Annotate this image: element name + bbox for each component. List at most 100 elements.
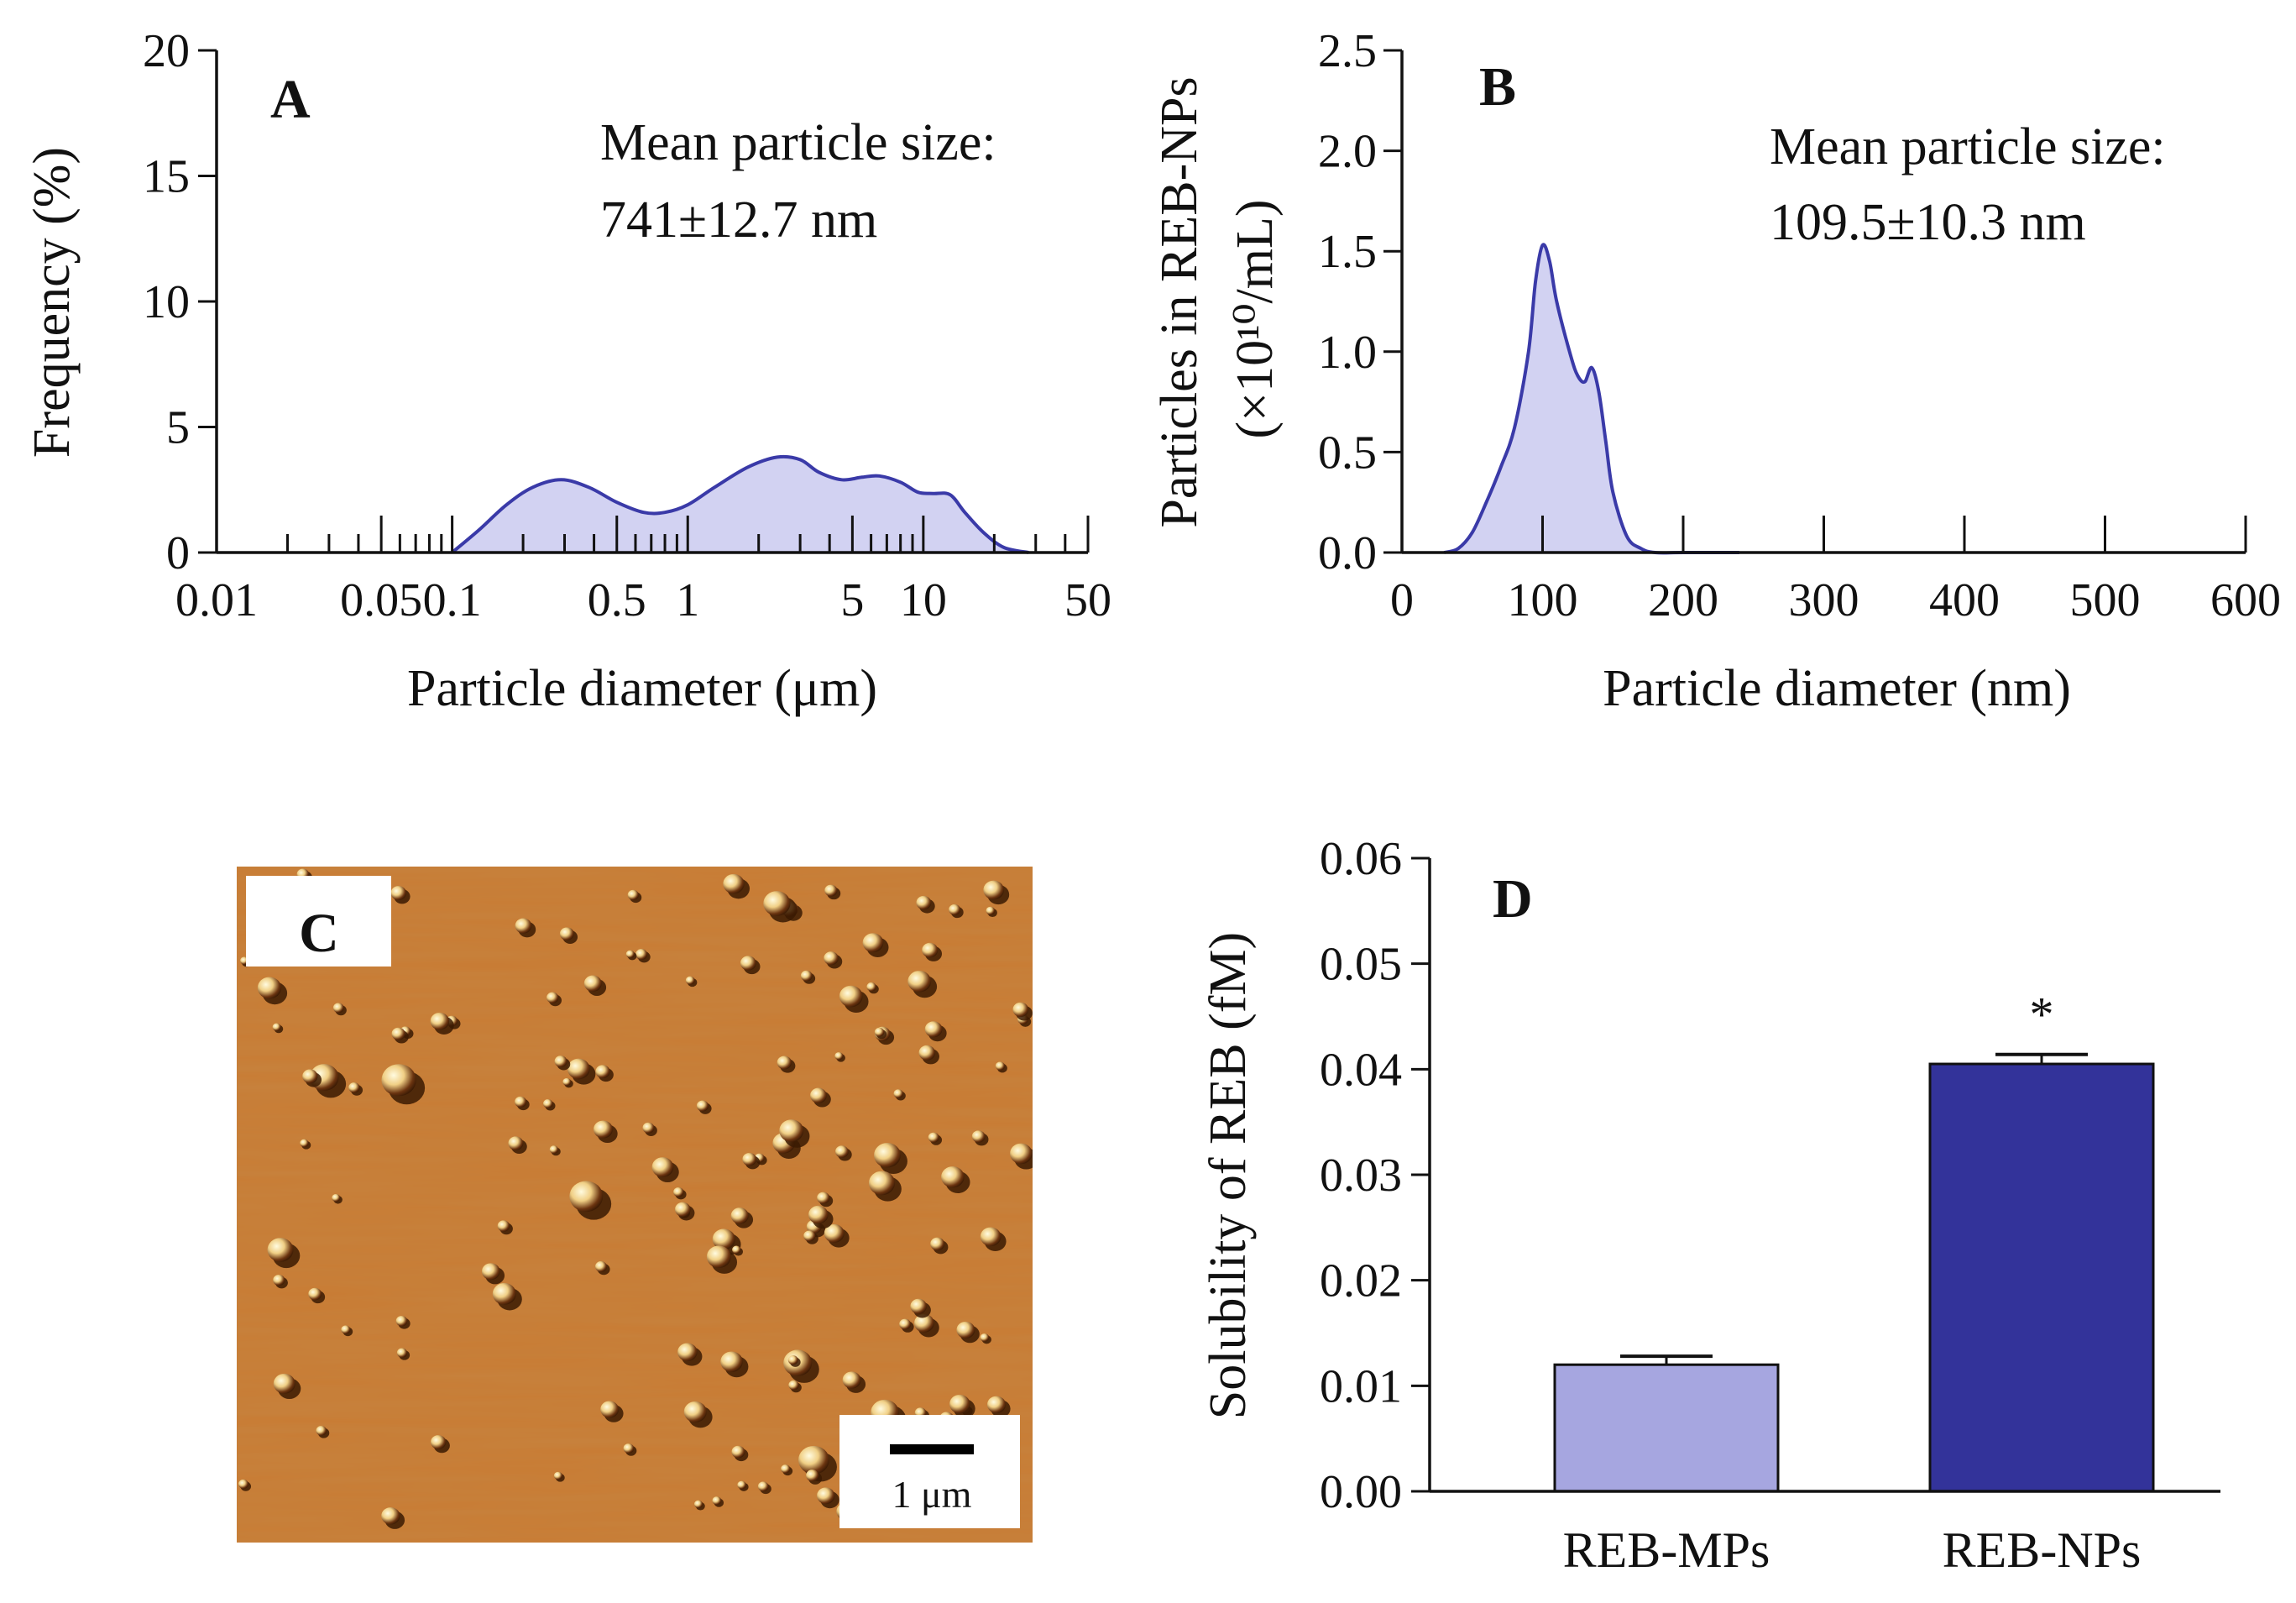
panel-a-letter: A <box>270 69 311 130</box>
afm-particle <box>238 1479 249 1489</box>
afm-particle <box>381 1507 400 1525</box>
afm-particle <box>685 976 695 985</box>
afm-particle <box>712 1228 735 1250</box>
afm-particle <box>732 1245 741 1255</box>
afm-particle <box>980 1227 1002 1247</box>
afm-particle <box>547 992 559 1003</box>
afm-particle <box>737 1480 746 1490</box>
afm-particle <box>907 970 932 993</box>
afm-particle <box>693 1500 703 1509</box>
afm-particle <box>866 982 876 992</box>
afm-particle <box>874 1143 901 1168</box>
afm-particle <box>593 1120 613 1139</box>
afm-particle <box>332 1193 341 1202</box>
afm-particle <box>731 1445 745 1459</box>
afm-particle <box>941 1166 965 1188</box>
afm-particle <box>395 1315 408 1327</box>
panel-d-letter: D <box>1493 868 1533 930</box>
panel-c-letter-box <box>246 876 391 967</box>
category-label: REB-MPs <box>1563 1522 1770 1578</box>
afm-particle <box>913 1313 934 1333</box>
afm-particle <box>986 906 996 915</box>
afm-particle <box>627 889 639 900</box>
afm-particle <box>868 1171 896 1196</box>
panel-d-y-tick-label: 0.03 <box>1320 1150 1402 1202</box>
panel-a-y-tick-label: 10 <box>143 276 190 328</box>
panel-b-y-tick-label: 1.5 <box>1318 226 1377 278</box>
panel-a-y-tick-label: 15 <box>143 151 190 203</box>
afm-particle <box>554 1056 567 1067</box>
afm-particle <box>874 1027 885 1037</box>
panel-d-bars: * <box>1553 987 2155 1493</box>
afm-particle <box>332 1003 344 1014</box>
bar-reb-mps <box>1553 1363 1780 1493</box>
afm-particle <box>390 886 406 900</box>
afm-particle <box>779 1119 804 1142</box>
afm-particle <box>651 1157 674 1177</box>
panel-a-x-tick-label: 0.01 <box>175 574 258 626</box>
afm-particle <box>569 1181 604 1213</box>
panel-d-category-labels: REB-MPs REB-NPs <box>1563 1522 2142 1578</box>
afm-particle <box>553 1471 563 1480</box>
panel-b-area-outline <box>1443 243 1739 555</box>
panel-b-y-tick-label: 0.0 <box>1318 527 1377 579</box>
afm-particle <box>595 1065 610 1079</box>
afm-particle <box>986 1396 1007 1413</box>
panel-a-x-tick-label: 0.05 <box>340 574 422 626</box>
panel-d-y-tick-label: 0.01 <box>1320 1360 1402 1412</box>
afm-particle <box>381 1064 416 1097</box>
afm-particle <box>824 884 838 897</box>
panel-a-x-tick-label: 0.1 <box>423 574 482 626</box>
afm-particle <box>980 1333 990 1342</box>
afm-particle <box>481 1263 500 1281</box>
panel-a-x-tick-label: 5 <box>840 574 864 626</box>
afm-particle <box>922 942 939 958</box>
panel-b-x-tick-label: 600 <box>2210 574 2281 626</box>
panel-b-area-fill <box>1444 244 1739 553</box>
panel-b-annotation-line1: Mean particle size: <box>1770 118 2166 175</box>
scale-bar-box <box>839 1415 1020 1528</box>
afm-particle <box>673 1187 684 1197</box>
panel-c-letter: C <box>299 903 339 964</box>
afm-particle <box>696 1100 709 1112</box>
afm-particle <box>267 1238 294 1262</box>
panel-d-solubility-bar-chart: * 0.000.010.020.030.040.050.06 REB-MPs RE… <box>1200 833 2220 1578</box>
afm-particle <box>723 873 745 894</box>
afm-particle <box>757 1481 769 1492</box>
panel-b-y-tick-label: 0.5 <box>1318 427 1377 479</box>
afm-particle <box>430 1012 450 1030</box>
afm-particle <box>712 1496 722 1506</box>
panel-b-x-tick-label: 300 <box>1789 574 1859 626</box>
afm-particle <box>542 1099 553 1108</box>
panel-b-x-axis-title: Particle diameter (nm) <box>1603 660 2071 717</box>
panel-b-letter: B <box>1479 56 1516 118</box>
afm-particle <box>788 1380 799 1391</box>
afm-particle <box>956 1321 975 1338</box>
afm-particle <box>834 1145 849 1158</box>
afm-particle <box>348 1082 360 1093</box>
afm-particle <box>677 1343 698 1361</box>
afm-particle <box>930 1237 945 1251</box>
panel-a-x-ticks: 0.01 0.05 0.1 0.5 1 5 10 50 <box>175 516 1111 626</box>
afm-particle <box>720 1351 743 1372</box>
afm-particle <box>508 1136 524 1150</box>
afm-particle <box>742 1152 757 1166</box>
afm-particle <box>674 1202 691 1217</box>
bar-reb-nps <box>1928 1062 2155 1493</box>
panel-d-y-tick-label: 0.06 <box>1320 833 1402 885</box>
afm-particle <box>1010 1143 1033 1165</box>
afm-particle <box>396 1348 408 1358</box>
afm-particle <box>949 904 961 915</box>
afm-particle <box>600 1401 620 1418</box>
afm-particle <box>300 1139 309 1148</box>
afm-particle <box>834 1051 844 1061</box>
afm-particle <box>706 1245 731 1268</box>
afm-particle <box>808 1205 829 1224</box>
afm-particle <box>567 1058 590 1080</box>
afm-particle <box>824 951 839 966</box>
afm-particle <box>810 1087 827 1103</box>
afm-particle <box>995 1061 1006 1071</box>
panel-b-y-tick-label: 2.5 <box>1318 25 1377 77</box>
afm-particle <box>740 956 756 971</box>
afm-particle <box>763 891 791 916</box>
